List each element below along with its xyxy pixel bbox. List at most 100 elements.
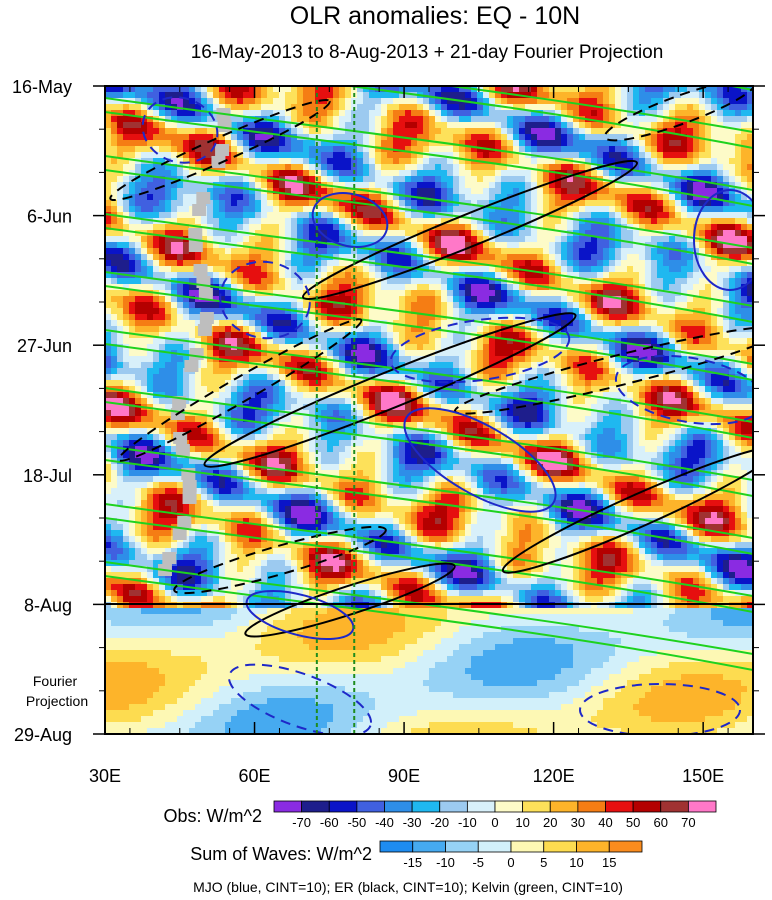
heatmap-cell [297, 158, 304, 165]
heatmap-cell [159, 224, 166, 231]
heatmap-cell [519, 206, 526, 213]
heatmap-cell [387, 338, 394, 345]
heatmap-cell [291, 122, 298, 129]
heatmap-cell [141, 284, 148, 291]
heatmap-cell [177, 290, 184, 297]
heatmap-cell [729, 164, 736, 171]
heatmap-cell [291, 188, 298, 195]
heatmap-cell [297, 338, 304, 345]
heatmap-cell [345, 116, 352, 123]
heatmap-cell [285, 350, 292, 357]
heatmap-cell [465, 164, 472, 171]
heatmap-cell [117, 158, 124, 165]
heatmap-cell [429, 290, 436, 297]
heatmap-cell [237, 236, 244, 243]
heatmap-cell [651, 350, 658, 357]
heatmap-cell [729, 296, 736, 303]
heatmap-cell [477, 152, 484, 159]
heatmap-cell [627, 278, 634, 285]
heatmap-cell [675, 350, 682, 357]
heatmap-cell [519, 134, 526, 141]
heatmap-cell [573, 272, 580, 279]
heatmap-cell [267, 344, 274, 351]
heatmap-cell [645, 134, 652, 141]
heatmap-cell [435, 356, 442, 363]
heatmap-cell [177, 332, 184, 339]
heatmap-cell [453, 122, 460, 129]
heatmap-cell [651, 326, 658, 333]
heatmap-cell [711, 134, 718, 141]
heatmap-cell [453, 170, 460, 177]
heatmap-cell [651, 332, 658, 339]
heatmap-cell [501, 254, 508, 261]
heatmap-cell [189, 158, 196, 165]
heatmap-cell [525, 242, 532, 249]
heatmap-cell [663, 278, 670, 285]
heatmap-cell [627, 212, 634, 219]
heatmap-cell [543, 200, 550, 207]
heatmap-cell [213, 302, 220, 309]
heatmap-cell [309, 200, 316, 207]
heatmap-cell [735, 158, 742, 165]
heatmap-cell [609, 344, 616, 351]
heatmap-cell [693, 110, 700, 117]
heatmap-cell [597, 212, 604, 219]
heatmap-cell [711, 338, 718, 345]
heatmap-cell [327, 164, 334, 171]
heatmap-cell [501, 170, 508, 177]
heatmap-cell [669, 200, 676, 207]
heatmap-cell [537, 188, 544, 195]
heatmap-cell [741, 110, 748, 117]
heatmap-cell [123, 332, 130, 339]
heatmap-cell [699, 302, 706, 309]
heatmap-cell [453, 152, 460, 159]
heatmap-cell [693, 194, 700, 201]
heatmap-cell [723, 128, 730, 135]
heatmap-cell [621, 110, 628, 117]
heatmap-cell [357, 248, 364, 255]
heatmap-cell [255, 152, 262, 159]
heatmap-cell [561, 158, 568, 165]
heatmap-cell [231, 272, 238, 279]
heatmap-cell [729, 326, 736, 333]
heatmap-cell [513, 218, 520, 225]
heatmap-cell [621, 290, 628, 297]
heatmap-cell [525, 266, 532, 273]
heatmap-cell [495, 332, 502, 339]
heatmap-cell [459, 134, 466, 141]
heatmap-cell [609, 230, 616, 237]
heatmap-cell [399, 302, 406, 309]
heatmap-cell [639, 194, 646, 201]
heatmap-cell [417, 158, 424, 165]
heatmap-cell [579, 296, 586, 303]
heatmap-cell [291, 98, 298, 105]
heatmap-cell [147, 98, 154, 105]
heatmap-cell [153, 176, 160, 183]
heatmap-cell [603, 332, 610, 339]
heatmap-cell [417, 188, 424, 195]
heatmap-cell [711, 308, 718, 315]
heatmap-cell [315, 140, 322, 147]
heatmap-cell [405, 272, 412, 279]
heatmap-cell [423, 332, 430, 339]
heatmap-cell [291, 314, 298, 321]
heatmap-cell [117, 242, 124, 249]
heatmap-cell [651, 116, 658, 123]
heatmap-cell [579, 320, 586, 327]
heatmap-cell [639, 176, 646, 183]
heatmap-cell [375, 236, 382, 243]
heatmap-cell [213, 170, 220, 177]
heatmap-cell [507, 302, 514, 309]
heatmap-cell [417, 260, 424, 267]
heatmap-cell [261, 272, 268, 279]
heatmap-cell [381, 122, 388, 129]
heatmap-cell [711, 86, 718, 93]
heatmap-cell [531, 260, 538, 267]
heatmap-cell [387, 152, 394, 159]
heatmap-cell [555, 290, 562, 297]
heatmap-cell [147, 308, 154, 315]
heatmap-cell [537, 176, 544, 183]
heatmap-cell [519, 182, 526, 189]
heatmap-cell [243, 356, 250, 363]
heatmap-cell [261, 158, 268, 165]
